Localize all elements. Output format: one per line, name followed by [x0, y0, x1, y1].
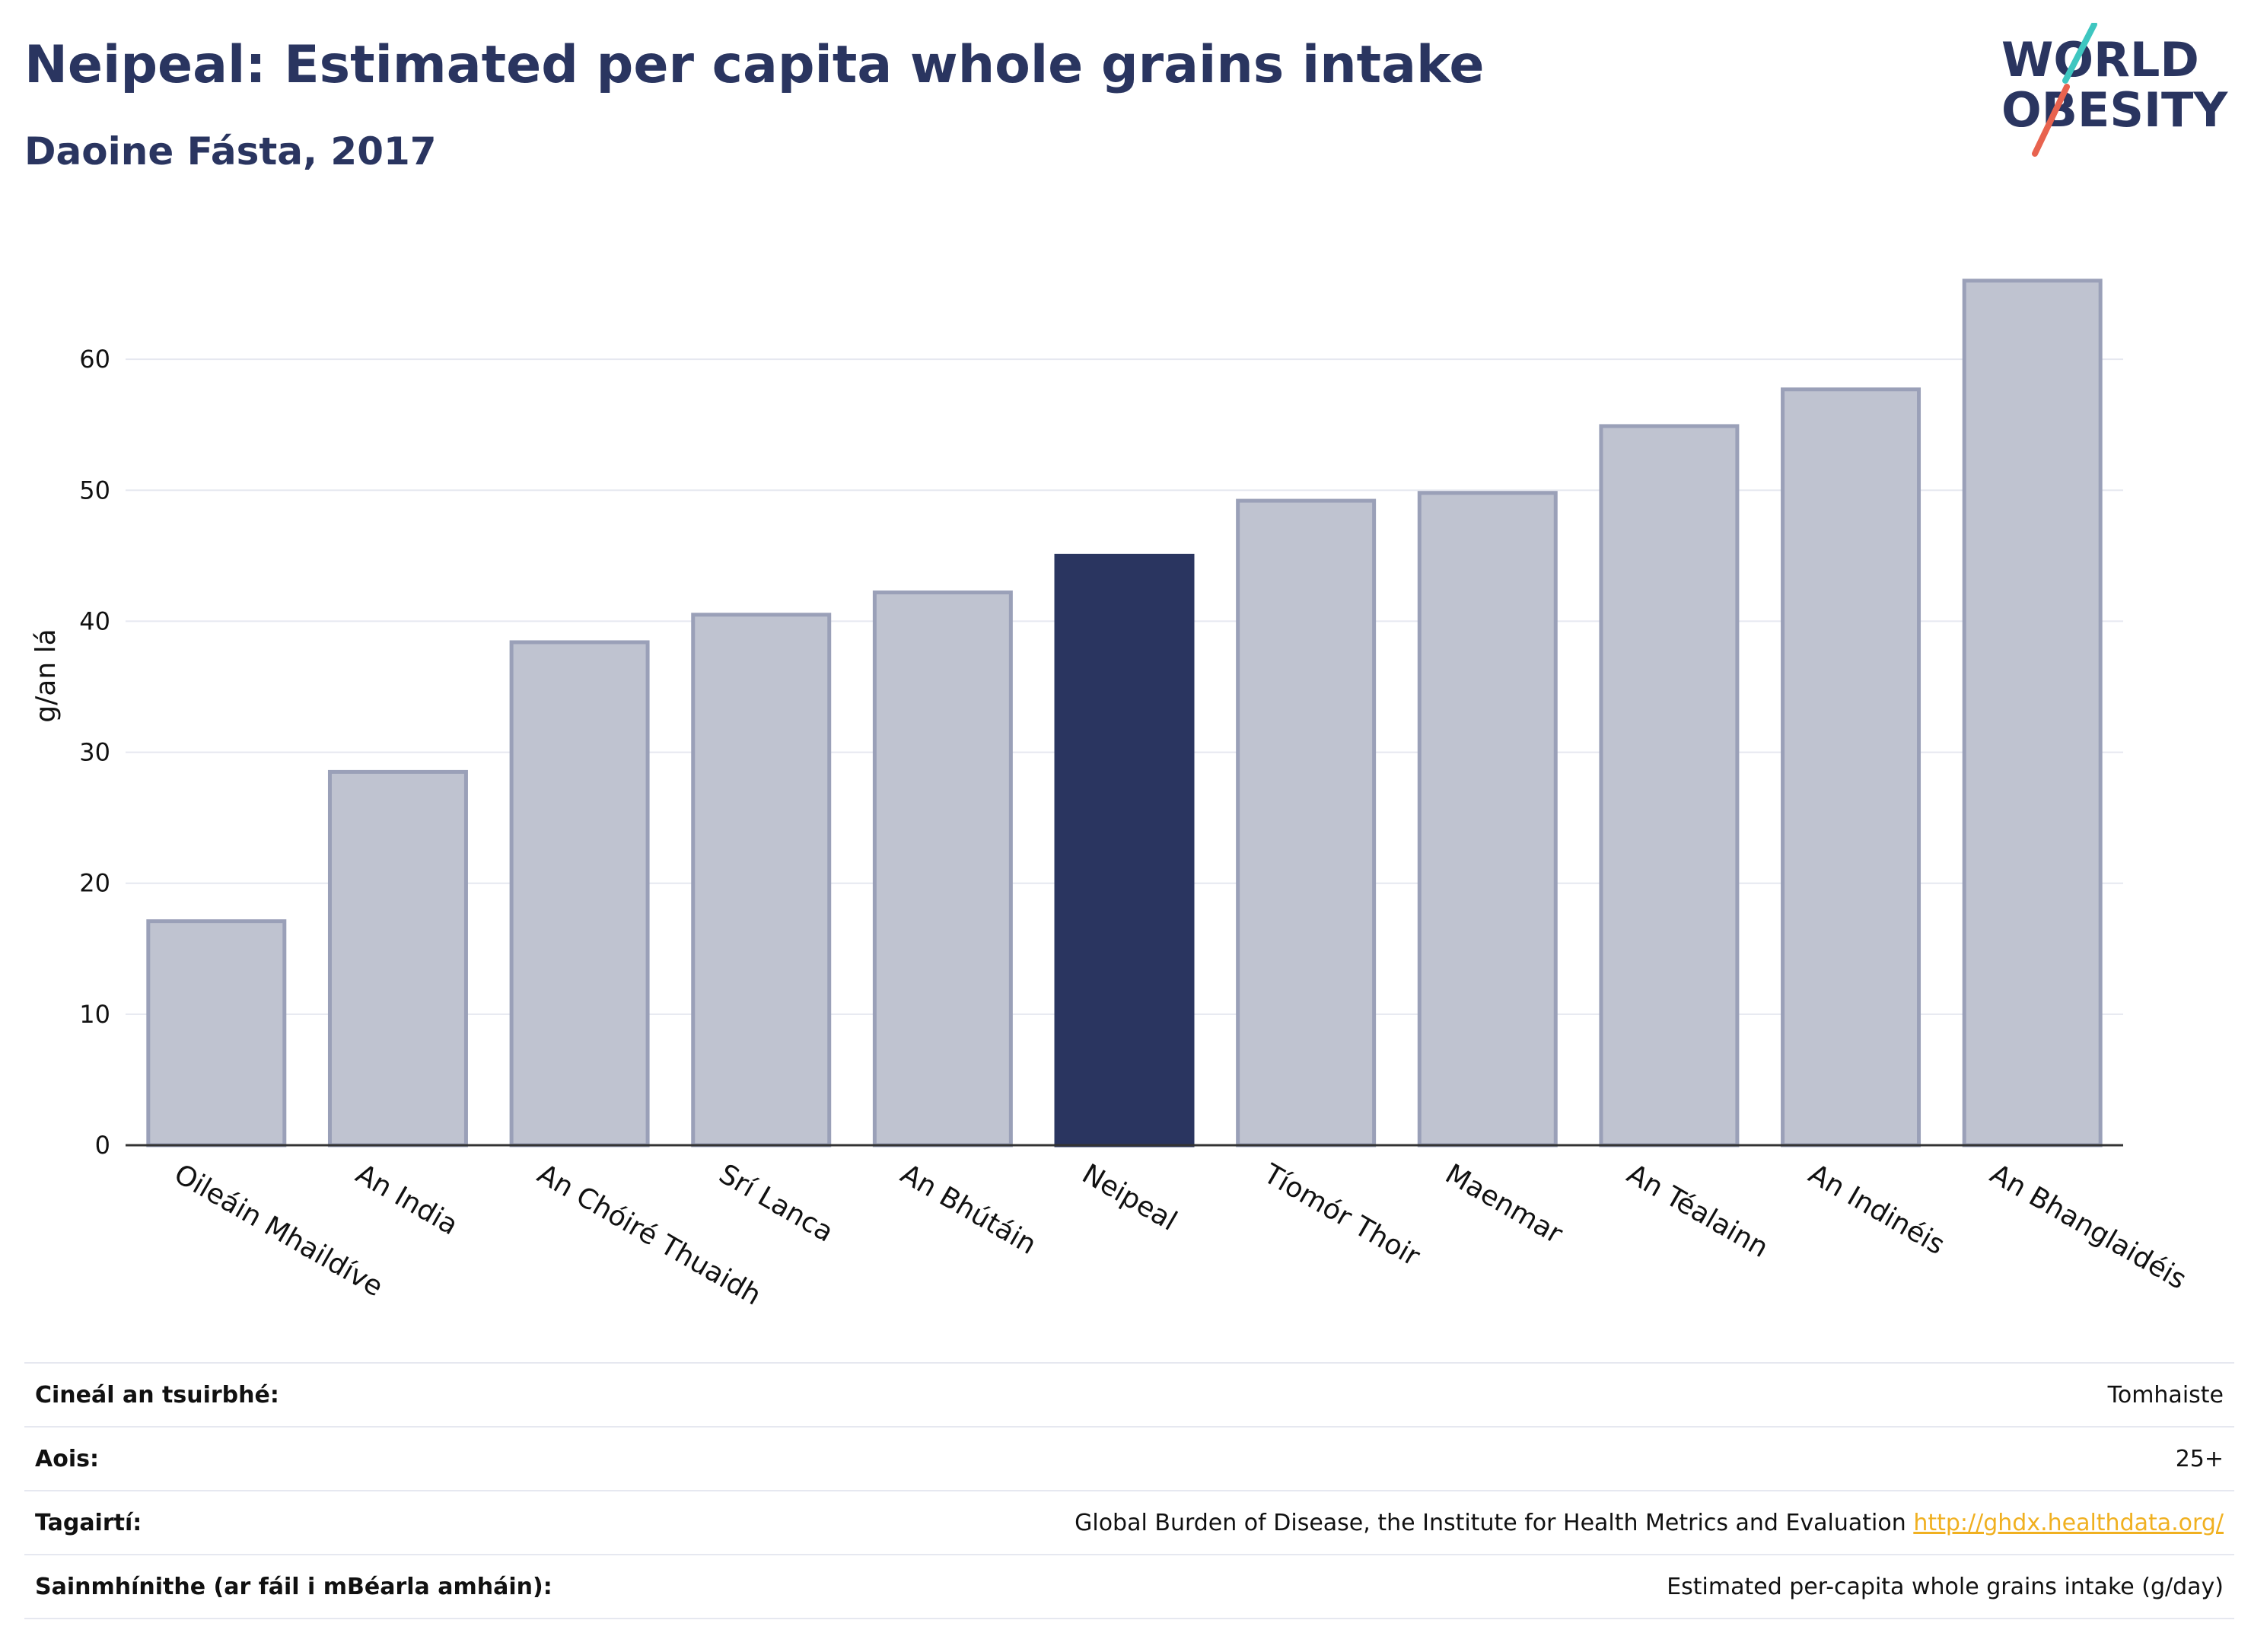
bar-country: [691, 613, 832, 1147]
logo-slash-coral: [2032, 84, 2070, 157]
y-tick-label: 0: [95, 1131, 110, 1160]
bar-country: [1962, 279, 2103, 1147]
reference-link[interactable]: http://ghdx.healthdata.org/: [1913, 1509, 2224, 1536]
bars: [146, 279, 2103, 1147]
info-label: Aois:: [35, 1445, 99, 1472]
world-obesity-logo: WORLD OBESITY: [2001, 23, 2228, 157]
info-value-reference: Global Burden of Disease, the Institute …: [1075, 1510, 2224, 1536]
info-value: 25+: [2175, 1445, 2224, 1472]
reference-text: Global Burden of Disease, the Institute …: [1075, 1509, 1906, 1536]
logo-text-obesity: OBESITY: [2001, 82, 2228, 138]
x-tick-label: An Bhútáin: [895, 1158, 1041, 1261]
info-row-definitions: Sainmhínithe (ar fáil i mBéarla amháin):…: [24, 1555, 2234, 1619]
chart-title: Neipeal: Estimated per capita whole grai…: [24, 35, 1485, 95]
x-tick-label: An Bhanglaidéis: [1985, 1158, 2192, 1295]
bar-country: [327, 769, 468, 1147]
y-tick-label: 30: [79, 738, 110, 767]
bar-country: [1599, 424, 1740, 1147]
x-tick-label: An India: [350, 1158, 463, 1241]
info-label: Cineál an tsuirbhé:: [35, 1381, 279, 1408]
logo-text-world: WORLD: [2001, 32, 2199, 88]
y-tick-label: 60: [79, 345, 110, 374]
y-axis-title: g/an lá: [30, 629, 62, 722]
bar-country: [872, 590, 1013, 1147]
y-tick-label: 10: [79, 1000, 110, 1029]
x-tick-label: Tíomór Thoir: [1258, 1158, 1425, 1273]
info-row-survey-type: Cineál an tsuirbhé: Tomhaiste: [24, 1364, 2234, 1428]
y-tick-labels: 0 10 20 30 40 50 60: [79, 345, 110, 1160]
info-value: Estimated per-capita whole grains intake…: [1667, 1573, 2224, 1600]
y-tick-label: 20: [79, 869, 110, 898]
y-tick-label: 40: [79, 606, 110, 635]
info-label: Sainmhínithe (ar fáil i mBéarla amháin):: [35, 1573, 552, 1600]
info-value: Tomhaiste: [2107, 1381, 2224, 1408]
x-tick-label: Srí Lanca: [714, 1158, 839, 1248]
bar-country: [146, 919, 287, 1147]
logo-slash-teal: [2062, 23, 2097, 84]
info-label: Tagairtí:: [35, 1509, 142, 1536]
chart-subtitle: Daoine Fásta, 2017: [24, 129, 437, 173]
x-tick-label: An Indinéis: [1804, 1158, 1950, 1261]
y-tick-label: 50: [79, 476, 110, 505]
bar-country: [509, 640, 650, 1147]
bar-country: [1417, 491, 1558, 1147]
bar-country: [1781, 387, 1921, 1147]
x-tick-label: Maenmar: [1440, 1158, 1568, 1250]
info-row-age: Aois: 25+: [24, 1428, 2234, 1491]
x-tick-label: Neipeal: [1077, 1158, 1182, 1237]
bar-country: [1236, 498, 1377, 1147]
x-tick-label: An Téalainn: [1622, 1158, 1773, 1264]
info-table: Cineál an tsuirbhé: Tomhaiste Aois: 25+ …: [24, 1362, 2234, 1619]
info-row-references: Tagairtí: Global Burden of Disease, the …: [24, 1491, 2234, 1555]
bar-highlight: [1054, 553, 1195, 1147]
